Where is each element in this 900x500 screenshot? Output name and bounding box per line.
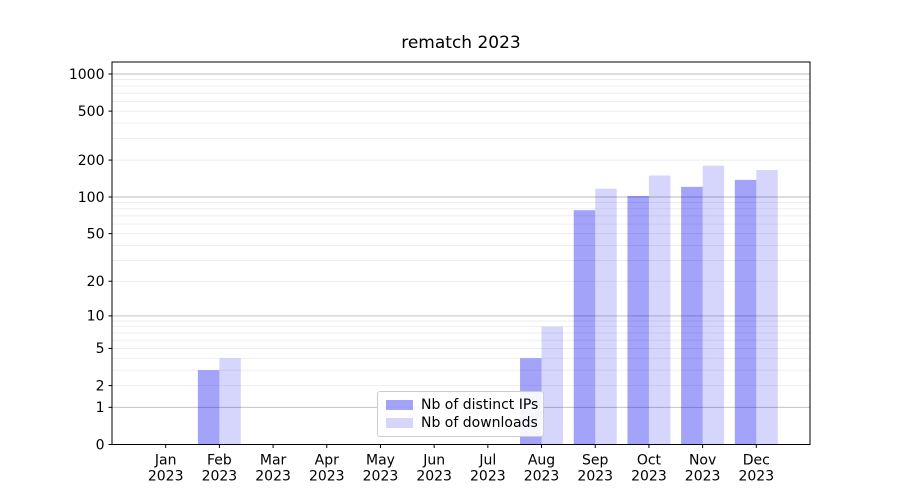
x-tick-label-month-feb: Feb [207, 453, 232, 469]
bar-downloads-dec [756, 170, 778, 445]
x-tick-label-month-aug: Aug [528, 453, 555, 469]
y-tick-label-10: 10 [87, 309, 105, 325]
y-tick-label-5: 5 [96, 341, 105, 357]
legend-item-distinct-ips: Nb of distinct IPs [386, 396, 539, 414]
legend-label-downloads: Nb of downloads [421, 415, 538, 431]
bar-downloads-nov [702, 165, 725, 445]
x-tick-label-month-mar: Mar [260, 453, 287, 469]
x-tick-label-year-may: 2023 [363, 469, 399, 485]
x-tick-label-month-oct: Oct [637, 453, 662, 469]
bar-distinct-ips-feb [197, 370, 220, 445]
bar-downloads-aug [541, 326, 564, 445]
x-tick-label-year-feb: 2023 [202, 469, 238, 485]
axes-box [111, 61, 811, 445]
x-tick-label-year-sep: 2023 [577, 469, 613, 485]
bar-distinct-ips-nov [681, 186, 703, 445]
x-tick-label-year-nov: 2023 [685, 469, 721, 485]
x-tick-label-month-may: May [366, 453, 395, 469]
x-tick-label-year-jun: 2023 [416, 469, 452, 485]
bar-downloads-sep [595, 188, 617, 445]
bar-downloads-oct [648, 175, 671, 445]
y-tick-label-1: 1 [96, 400, 105, 416]
x-tick-label-year-oct: 2023 [631, 469, 667, 485]
y-tick-label-20: 20 [87, 274, 105, 290]
x-tick-label-year-dec: 2023 [738, 469, 774, 485]
legend-item-downloads: Nb of downloads [386, 414, 538, 432]
bar-distinct-ips-dec [734, 179, 757, 445]
y-tick-label-50: 50 [87, 226, 105, 242]
x-tick-label-year-jan: 2023 [148, 469, 184, 485]
y-tick-label-200: 200 [78, 153, 105, 169]
bar-distinct-ips-sep [573, 210, 596, 445]
legend: Nb of distinct IPs Nb of downloads [377, 391, 544, 437]
x-tick-label-month-dec: Dec [743, 453, 770, 469]
y-tick-label-500: 500 [78, 104, 105, 120]
y-tick-label-100: 100 [78, 190, 105, 206]
legend-swatch-distinct-ips-icon [386, 400, 413, 410]
x-tick-label-month-sep: Sep [582, 453, 609, 469]
x-tick-label-year-jul: 2023 [470, 469, 506, 485]
x-tick-label-year-aug: 2023 [524, 469, 560, 485]
bar-downloads-feb [219, 358, 241, 445]
legend-swatch-downloads-icon [386, 418, 413, 428]
y-tick-label-2: 2 [96, 378, 105, 394]
x-tick-label-month-jun: Jun [422, 453, 445, 469]
x-tick-label-year-mar: 2023 [255, 469, 291, 485]
legend-label-distinct-ips: Nb of distinct IPs [421, 397, 539, 413]
y-tick-label-1000: 1000 [69, 67, 105, 83]
bar-distinct-ips-oct [627, 195, 649, 445]
x-tick-label-month-nov: Nov [689, 453, 716, 469]
x-tick-label-year-apr: 2023 [309, 469, 345, 485]
x-tick-label-month-jul: Jul [478, 453, 496, 469]
chart-title: rematch 2023 [401, 33, 521, 53]
x-tick-label-month-jan: Jan [154, 453, 177, 469]
x-tick-label-month-apr: Apr [315, 453, 339, 469]
y-tick-label-0: 0 [96, 437, 105, 453]
